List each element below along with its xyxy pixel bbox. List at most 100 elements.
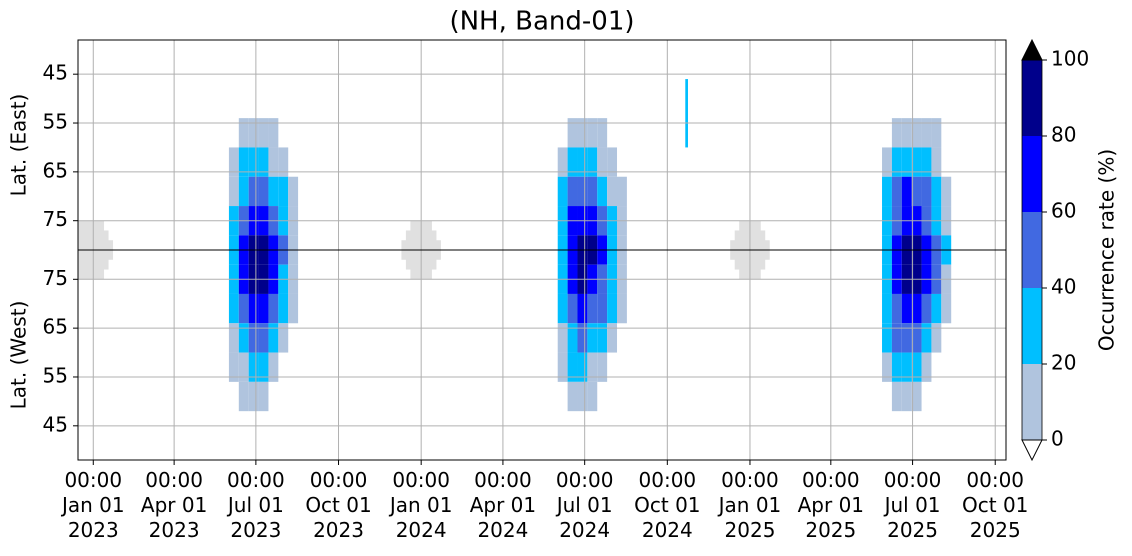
heatmap-cell <box>891 293 902 324</box>
heatmap-cell <box>882 293 892 324</box>
heatmap-cell <box>891 147 902 177</box>
heatmap-cell <box>931 147 942 177</box>
heatmap-cell <box>577 176 588 207</box>
y-tick-label: 45 <box>43 412 68 436</box>
heatmap-cell <box>891 381 902 412</box>
heatmap-cell <box>597 352 608 382</box>
heatmap-cell <box>607 176 618 207</box>
heatmap-cell <box>891 176 902 207</box>
heatmap-cell <box>921 118 932 148</box>
heatmap-cell <box>597 118 608 148</box>
heatmap-cell <box>882 323 892 353</box>
heatmap-cell <box>921 352 932 382</box>
heatmap-cell <box>248 323 259 353</box>
heatmap-cell <box>921 147 932 177</box>
x-tick-label: 00:00 Oct 01 2024 <box>634 468 700 542</box>
heatmap-cell <box>911 352 922 382</box>
colorbar-segment <box>1022 212 1042 288</box>
heatmap-cell <box>228 176 239 207</box>
colorbar-segment <box>1022 136 1042 212</box>
heatmap-cell <box>228 323 239 353</box>
x-tick-label: 00:00 Apr 01 2023 <box>141 468 207 542</box>
colorbar-tick-label: 40 <box>1051 275 1076 299</box>
heatmap-cell <box>238 118 249 148</box>
heatmap-cell <box>931 176 942 207</box>
heatmap-cell <box>891 323 902 353</box>
heatmap-cell <box>911 381 922 412</box>
x-tick-label: 00:00 Jul 01 2024 <box>555 468 614 542</box>
heatmap-cell <box>587 118 598 148</box>
heatmap-cell <box>577 293 588 324</box>
heatmap-cell <box>268 352 279 382</box>
colorbar-tick-label: 60 <box>1051 199 1076 223</box>
colorbar-tick-label: 100 <box>1051 47 1089 71</box>
heatmap-cell <box>587 323 598 353</box>
heatmap-cell <box>567 293 578 324</box>
heatmap-cell <box>577 381 588 412</box>
heatmap-cell <box>567 323 578 353</box>
heatmap-cell <box>258 381 269 412</box>
heatmap-cell <box>911 147 922 177</box>
heatmap-cell <box>921 293 932 324</box>
heatmap-cell <box>941 293 952 324</box>
heatmap-cell <box>228 293 239 324</box>
heatmap-cell <box>238 147 249 177</box>
heatmap-cell <box>248 176 259 207</box>
y-tick-label: 75 <box>43 207 68 231</box>
x-tick-label: 00:00 Apr 01 2024 <box>470 468 536 542</box>
heatmap-cell <box>577 323 588 353</box>
heatmap-cell <box>882 176 892 207</box>
heatmap-cell <box>248 381 259 412</box>
heatmap-cell <box>882 147 892 177</box>
heatmap-cell <box>557 147 568 177</box>
heatmap-cell <box>931 323 942 353</box>
heatmap-cell <box>268 323 279 353</box>
heatmap-cell <box>891 352 902 382</box>
heatmap-cell <box>607 147 618 177</box>
colorbar-tick-label: 80 <box>1051 123 1076 147</box>
heatmap-cell <box>238 176 249 207</box>
heatmap-cell <box>228 352 239 382</box>
heatmap-cell <box>901 147 912 177</box>
heatmap-cell <box>597 147 608 177</box>
colorbar-segment <box>1022 364 1042 440</box>
x-tick-label: 00:00 Jul 01 2023 <box>226 468 285 542</box>
heatmap-cell <box>258 118 269 148</box>
heatmap-cell <box>258 352 269 382</box>
heatmap-cell <box>288 293 299 324</box>
heatmap-cell <box>258 176 269 207</box>
heatmap-cell <box>685 79 688 148</box>
heatmap-cell <box>617 176 627 207</box>
y-axis-label: Lat. (West) <box>7 301 31 410</box>
heatmap-cell <box>228 147 239 177</box>
colorbar-frame <box>1021 59 1043 441</box>
heatmap-cell <box>597 293 608 324</box>
y-tick-label: 75 <box>43 266 68 290</box>
heatmap-cell <box>911 323 922 353</box>
heatmap-cell <box>258 293 269 324</box>
heatmap-cell <box>288 176 299 207</box>
heatmap-cell <box>268 293 279 324</box>
y-tick-label: 65 <box>43 315 68 339</box>
x-tick-label: 00:00 Jan 01 2023 <box>60 468 125 542</box>
heatmap-cell <box>617 293 627 324</box>
plot-frame <box>77 39 1007 461</box>
heatmap-cell <box>587 352 598 382</box>
colorbar-segment <box>1022 60 1042 136</box>
y-tick-label: 55 <box>43 363 68 387</box>
heatmap-cell <box>587 176 598 207</box>
heatmap-cell <box>278 176 289 207</box>
heatmap-cell <box>587 381 598 412</box>
heatmap-cell <box>891 118 902 148</box>
heatmap-cell <box>268 118 279 148</box>
heatmap-cell <box>248 118 259 148</box>
colorbar-tick-label: 0 <box>1051 427 1064 451</box>
x-tick-label: 00:00 Apr 01 2025 <box>798 468 864 542</box>
heatmap-cell <box>557 323 568 353</box>
y-axis-label: Lat. (East) <box>7 94 31 197</box>
heatmap-cell <box>597 323 608 353</box>
heatmap-cell <box>248 352 259 382</box>
heatmap-cell <box>567 147 578 177</box>
heatmap-cell <box>567 176 578 207</box>
